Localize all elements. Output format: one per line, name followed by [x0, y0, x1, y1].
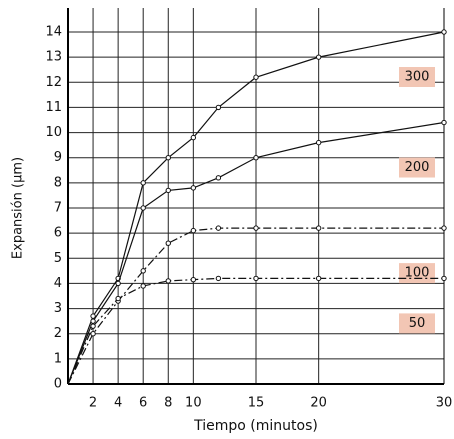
point [441, 119, 447, 126]
x-axis-label: Tiempo (minutos) [193, 418, 318, 434]
point [90, 323, 96, 329]
y-tick-label: 2 [54, 326, 62, 341]
point [115, 280, 121, 287]
y-tick-label: 12 [45, 75, 62, 90]
point [253, 74, 259, 80]
point [140, 283, 146, 289]
point [190, 134, 197, 141]
x-tick-label: 15 [248, 396, 265, 411]
point [315, 139, 322, 146]
point [215, 175, 222, 181]
point [315, 54, 322, 60]
y-tick-label: 13 [45, 50, 62, 65]
x-tick-label: 8 [164, 396, 172, 411]
point [165, 278, 171, 284]
y-tick-label: 11 [45, 100, 62, 115]
point [190, 276, 197, 283]
y-axis-label: Expansión (µm) [11, 157, 26, 259]
y-tick-label: 7 [54, 201, 62, 216]
point [253, 225, 259, 231]
y-tick-label: 4 [54, 276, 62, 291]
y-tick-label: 3 [54, 301, 62, 316]
y-tick-label: 5 [54, 251, 62, 266]
point [190, 227, 197, 234]
point [165, 240, 171, 246]
x-tick-label: 4 [114, 396, 122, 411]
point [315, 225, 322, 231]
point [253, 155, 259, 161]
point [140, 268, 146, 274]
label-box [399, 313, 435, 334]
series-line [67, 31, 445, 385]
series-label: 200 [405, 160, 430, 175]
y-tick-label: 8 [54, 175, 62, 190]
point [441, 275, 447, 282]
point [215, 104, 222, 111]
point [90, 318, 96, 324]
x-tick-label: 30 [436, 396, 453, 411]
point [165, 187, 171, 194]
series-line [67, 121, 445, 385]
y-tick-label: 0 [54, 377, 62, 392]
point [441, 225, 447, 231]
point [215, 275, 222, 282]
point [315, 275, 322, 282]
y-tick-label: 1 [54, 351, 62, 366]
point [140, 180, 146, 186]
x-tick-label: 20 [310, 396, 327, 411]
point [441, 29, 447, 35]
series-label: 300 [405, 70, 430, 85]
point [165, 155, 171, 161]
point [140, 205, 146, 211]
y-tick-label: 9 [54, 150, 62, 165]
series-line [67, 277, 444, 385]
y-tick-label: 6 [54, 226, 62, 241]
point [90, 313, 96, 319]
point [190, 185, 197, 191]
label-box [399, 67, 435, 87]
x-tick-label: 6 [139, 396, 147, 411]
label-box [399, 157, 435, 178]
series-label: 50 [409, 316, 426, 331]
point [90, 331, 96, 337]
x-tick-label: 10 [185, 396, 202, 411]
point [253, 275, 259, 282]
point [215, 225, 222, 231]
point [115, 295, 121, 302]
x-tick-label: 2 [89, 396, 97, 411]
series-label: 100 [405, 266, 430, 281]
series-line [67, 227, 444, 385]
y-tick-label: 14 [45, 25, 62, 40]
y-tick-label: 10 [45, 125, 62, 140]
